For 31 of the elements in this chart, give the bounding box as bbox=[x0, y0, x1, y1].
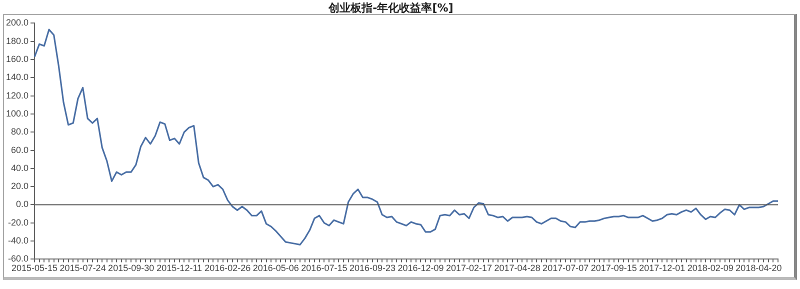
chart-title: 创业板指-年化收益率[%] bbox=[328, 1, 454, 14]
x-tick-label: 2016-02-26 bbox=[204, 263, 251, 274]
y-tick-label: 140.0 bbox=[6, 72, 29, 82]
y-tick-label: 80.0 bbox=[10, 126, 29, 137]
x-tick-label: 2015-09-30 bbox=[108, 263, 154, 274]
y-tick-label: 160.0 bbox=[6, 54, 29, 64]
y-tick-label: 60.0 bbox=[10, 144, 29, 155]
y-tick-label: 200.0 bbox=[6, 18, 29, 28]
x-tick-label: 2018-04-20 bbox=[736, 263, 782, 274]
x-tick-label: 2017-04-28 bbox=[494, 263, 540, 274]
x-tick-label: 2017-07-07 bbox=[542, 263, 589, 274]
x-tick-label: 2018-02-09 bbox=[687, 263, 734, 274]
y-tick-label: 20.0 bbox=[10, 181, 29, 192]
y-tick-label: -20.0 bbox=[8, 217, 29, 228]
y-tick-label: 120.0 bbox=[6, 90, 29, 100]
y-tick-label: -40.0 bbox=[8, 236, 29, 246]
x-tick-label: 2015-05-15 bbox=[12, 263, 58, 274]
x-tick-label: 2016-05-06 bbox=[252, 263, 299, 274]
y-tick-label: 180.0 bbox=[6, 36, 29, 46]
y-tick-label: 100.0 bbox=[6, 108, 29, 118]
x-tick-label: 2017-12-01 bbox=[639, 263, 686, 274]
x-tick-label: 2015-07-24 bbox=[60, 263, 106, 274]
x-tick-label: 2015-12-11 bbox=[156, 263, 202, 274]
y-tick-label: -60.0 bbox=[8, 254, 29, 264]
x-tick-label: 2016-09-23 bbox=[349, 263, 396, 274]
x-tick-label: 2016-12-09 bbox=[398, 263, 444, 274]
x-tick-label: 2016-07-15 bbox=[301, 263, 348, 274]
x-tick-label: 2017-09-15 bbox=[590, 263, 637, 274]
y-tick-label: 0.0 bbox=[16, 199, 29, 210]
x-tick-label: 2017-02-17 bbox=[446, 263, 492, 274]
y-tick-label: 40.0 bbox=[10, 162, 29, 173]
